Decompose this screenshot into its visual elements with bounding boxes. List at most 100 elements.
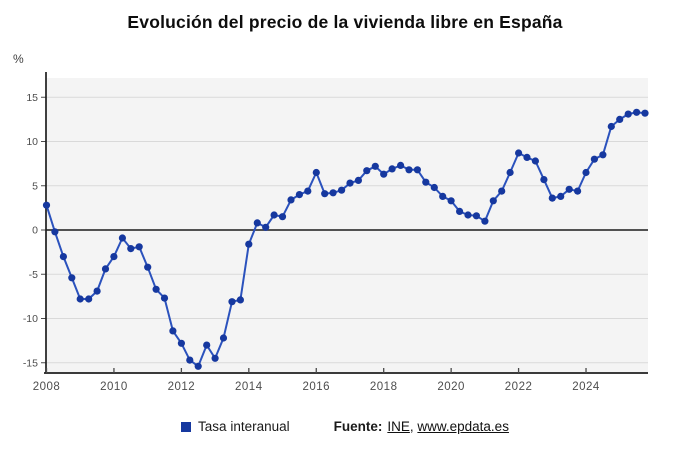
source-separator: , <box>409 419 418 434</box>
data-point <box>380 170 388 178</box>
data-point <box>219 334 228 342</box>
data-point <box>329 189 337 197</box>
data-point <box>633 108 641 116</box>
data-point <box>211 354 219 362</box>
plot-background <box>46 78 648 373</box>
data-point <box>354 176 362 184</box>
data-point <box>152 285 160 293</box>
data-point <box>270 211 278 219</box>
data-point <box>42 201 51 209</box>
data-point <box>405 166 413 174</box>
data-point <box>489 197 497 205</box>
data-point <box>194 362 202 370</box>
data-point <box>228 298 236 306</box>
data-point <box>481 217 489 225</box>
y-tick-label: 5 <box>32 180 38 192</box>
source-link-epdata[interactable]: www.epdata.es <box>417 419 509 434</box>
data-point <box>304 187 312 195</box>
data-point <box>439 192 447 200</box>
x-tick-label: 2012 <box>168 381 196 393</box>
x-tick-label: 2022 <box>505 381 533 393</box>
data-point <box>430 183 438 192</box>
data-point <box>338 186 346 194</box>
data-point <box>177 339 185 347</box>
y-tick-label: -10 <box>23 313 38 325</box>
data-point <box>641 109 649 117</box>
data-point <box>582 168 590 177</box>
data-point <box>616 115 624 123</box>
x-tick-label: 2018 <box>370 381 398 393</box>
data-point <box>607 122 615 131</box>
data-point <box>599 151 607 159</box>
data-point <box>498 187 506 195</box>
y-tick-label: -15 <box>23 357 38 369</box>
data-point <box>135 243 143 251</box>
data-point <box>312 168 320 177</box>
data-point <box>397 161 405 169</box>
data-point <box>93 287 101 295</box>
data-point <box>557 192 565 200</box>
y-tick-label: -5 <box>29 269 38 281</box>
data-point <box>101 265 110 273</box>
y-tick-label: 15 <box>26 92 38 104</box>
x-tick-label: 2016 <box>302 381 330 393</box>
data-point <box>531 157 540 165</box>
data-point <box>464 211 472 219</box>
legend-series-label: Tasa interanual <box>198 419 290 434</box>
x-tick-label: 2024 <box>572 381 600 393</box>
data-point <box>186 356 194 364</box>
x-tick-label: 2010 <box>100 381 128 393</box>
data-point <box>160 294 169 302</box>
x-tick-label: 2008 <box>33 381 61 393</box>
data-point <box>506 168 514 177</box>
data-point <box>413 166 421 174</box>
x-tick-label: 2014 <box>235 381 263 393</box>
data-point <box>540 176 548 184</box>
data-point <box>422 178 430 186</box>
data-point <box>363 167 371 175</box>
data-point <box>287 196 295 204</box>
data-point <box>169 327 177 335</box>
legend-swatch <box>181 421 192 432</box>
data-point <box>203 341 211 349</box>
data-point <box>472 212 480 220</box>
source-line: Fuente: INE, www.epdata.es <box>334 419 509 434</box>
source-label: Fuente: <box>333 419 383 434</box>
y-tick-label: 10 <box>26 136 38 148</box>
data-point <box>515 149 523 157</box>
data-point <box>523 153 531 161</box>
data-point <box>127 245 135 253</box>
data-point <box>245 240 253 248</box>
data-point <box>85 295 93 303</box>
y-axis-unit-label: % <box>13 52 24 66</box>
data-point <box>371 162 379 170</box>
y-tick-label: 0 <box>32 225 38 237</box>
data-point <box>253 219 261 227</box>
data-point <box>278 213 287 221</box>
data-point <box>68 274 76 282</box>
data-point <box>321 190 329 198</box>
data-point <box>447 197 455 205</box>
data-point <box>236 296 244 304</box>
data-point <box>565 185 573 193</box>
data-point <box>388 165 396 173</box>
data-point <box>456 207 464 215</box>
chart-legend: Tasa interanual Fuente: INE, www.epdata.e… <box>0 419 690 434</box>
data-point <box>118 234 126 242</box>
source-link-ine[interactable]: INE <box>387 419 410 434</box>
data-point <box>76 295 84 303</box>
data-point <box>590 155 599 163</box>
data-point <box>624 110 632 118</box>
data-point <box>574 187 582 195</box>
data-point <box>59 253 67 261</box>
data-point <box>110 253 118 261</box>
data-point <box>51 228 59 236</box>
data-point <box>346 179 354 187</box>
chart-title: Evolución del precio de la vivienda libr… <box>127 12 563 32</box>
data-point <box>295 191 303 199</box>
x-tick-label: 2020 <box>437 381 465 393</box>
data-point <box>548 194 556 202</box>
data-point <box>262 223 270 231</box>
data-point <box>144 263 152 271</box>
